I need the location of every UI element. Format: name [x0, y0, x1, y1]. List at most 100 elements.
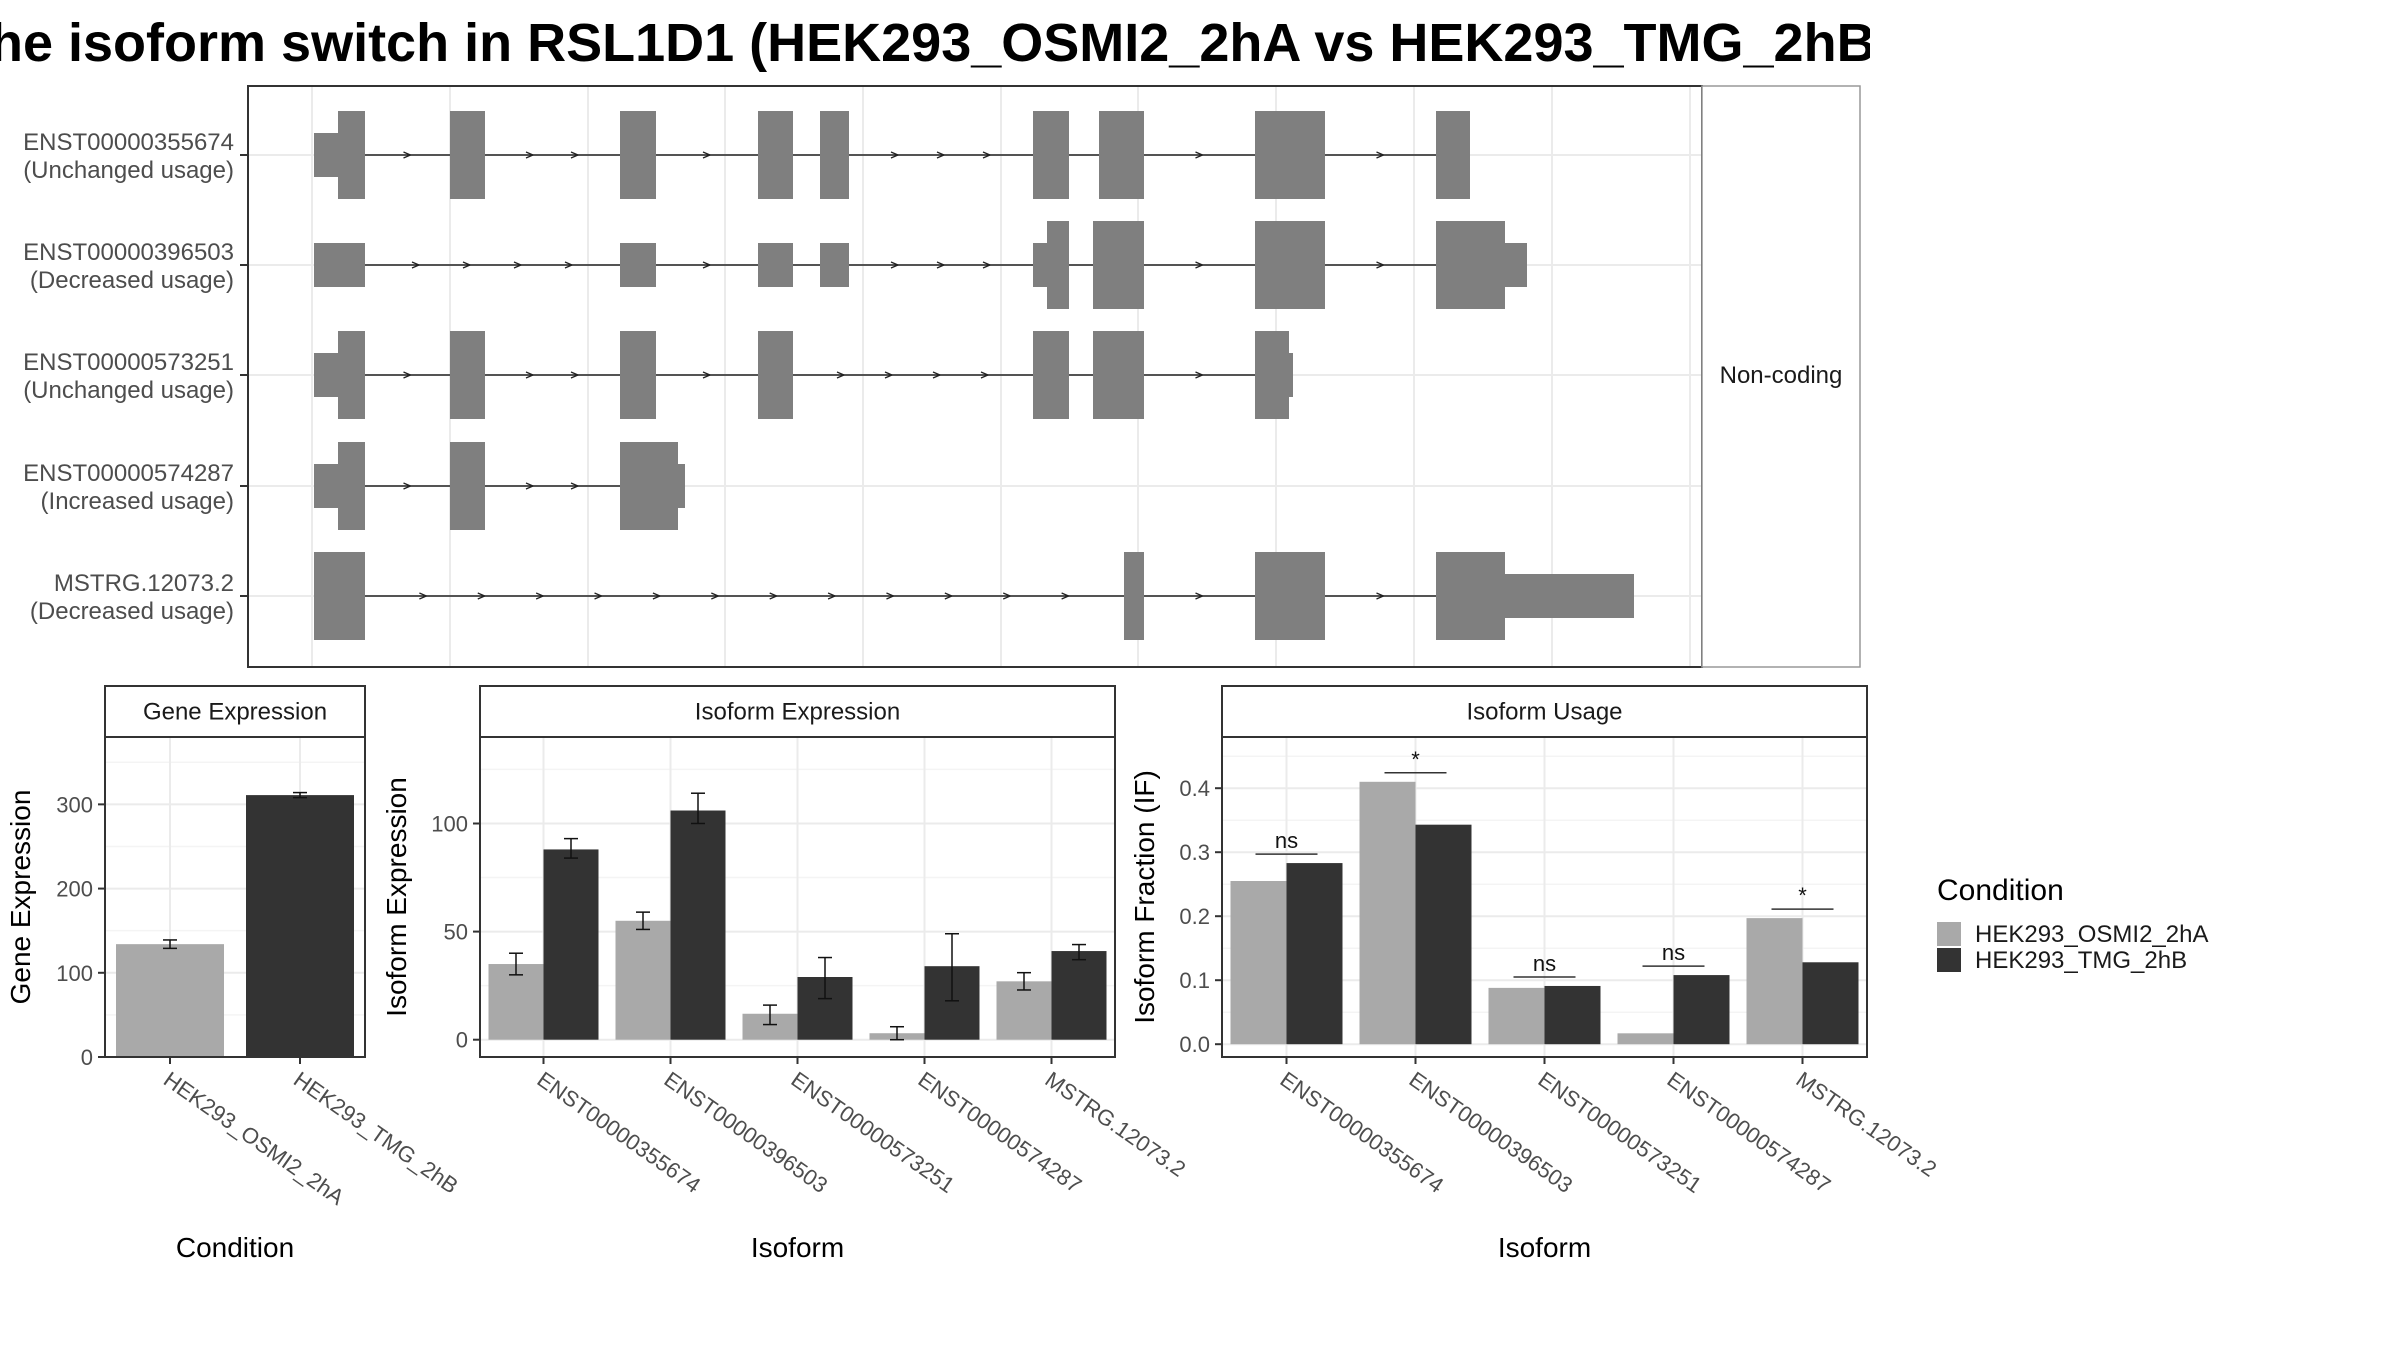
- exon-block: [1099, 111, 1144, 199]
- exon-block: [338, 111, 365, 199]
- intron-arrow: [477, 592, 487, 600]
- exon-block: [1124, 552, 1144, 640]
- panel-title: Gene Expression: [143, 699, 327, 726]
- intron-arrow: [936, 261, 946, 269]
- exon-block: [450, 442, 485, 530]
- intron-arrow: [1195, 592, 1205, 600]
- bar: [1488, 987, 1545, 1045]
- bar: [488, 964, 544, 1040]
- bar: [543, 849, 599, 1040]
- exon-block: [620, 442, 678, 530]
- intron-arrow: [702, 371, 712, 379]
- exon-block: [1436, 111, 1470, 199]
- intron-arrow: [936, 151, 946, 159]
- intron-arrow: [884, 371, 894, 379]
- exon-block: [338, 442, 365, 530]
- legend-swatch: [1937, 948, 1961, 972]
- exon-block: [620, 243, 656, 287]
- y-axis-title: Isoform Fraction (IF): [1129, 770, 1160, 1024]
- transcript-usage-label: (Unchanged usage): [23, 377, 234, 404]
- exon-block: [1033, 111, 1069, 199]
- intron-arrow: [1376, 261, 1386, 269]
- exon-block: [314, 243, 365, 287]
- exon-block: [1255, 221, 1325, 309]
- isoform-expression-chart: Isoform Expression050100ENST00000355674E…: [381, 685, 1190, 1263]
- transcript-id-label: ENST00000574287: [23, 460, 234, 487]
- transcript-strip: [1701, 85, 1861, 668]
- x-axis-title: Isoform: [751, 1232, 844, 1263]
- exon-block: [758, 111, 793, 199]
- panel-title: Isoform Usage: [1466, 699, 1622, 726]
- panel-strip: [479, 685, 1116, 738]
- y-axis-title: Isoform Expression: [381, 777, 412, 1017]
- transcript-usage-label: (Decreased usage): [30, 267, 234, 294]
- intron-arrow: [525, 151, 535, 159]
- y-tick-label: 0.3: [1179, 840, 1210, 865]
- intron-arrow: [403, 371, 413, 379]
- intron-arrow: [525, 482, 535, 490]
- bar: [1802, 962, 1859, 1045]
- exon-block: [1436, 221, 1505, 309]
- isoform-usage-chart: Isoform Usage0.00.10.20.30.4nsENST000003…: [1129, 685, 1941, 1263]
- exon-block: [1093, 331, 1144, 419]
- exon-block: [620, 111, 656, 199]
- y-tick-label: 0: [456, 1028, 468, 1053]
- intron-arrow: [652, 592, 662, 600]
- y-tick-label: 300: [56, 792, 93, 817]
- y-tick-label: 50: [444, 920, 468, 945]
- legend-title: Condition: [1937, 874, 2064, 907]
- intron-arrow: [564, 261, 574, 269]
- intron-arrow: [702, 151, 712, 159]
- x-axis-title: Isoform: [1498, 1232, 1591, 1263]
- intron-arrow: [769, 592, 779, 600]
- exon-block: [450, 111, 485, 199]
- transcript-id-label: ENST00000573251: [23, 349, 234, 376]
- intron-arrow: [944, 592, 954, 600]
- y-tick-label: 0: [81, 1045, 93, 1070]
- exon-block: [1436, 552, 1505, 640]
- exon-block: [314, 133, 340, 177]
- intron-arrow: [535, 592, 545, 600]
- transcript-usage-label: (Decreased usage): [30, 598, 234, 625]
- bar: [1617, 1033, 1674, 1045]
- intron-arrow: [1376, 592, 1386, 600]
- intron-arrow: [1002, 592, 1012, 600]
- y-tick-label: 200: [56, 877, 93, 902]
- panel-strip: [1221, 685, 1868, 738]
- intron-arrow: [890, 151, 900, 159]
- exon-block: [676, 464, 685, 508]
- bar: [1746, 918, 1803, 1045]
- y-tick-label: 0.1: [1179, 968, 1210, 993]
- intron-arrow: [594, 592, 604, 600]
- exon-block: [1033, 331, 1069, 419]
- bar: [1230, 881, 1287, 1045]
- y-tick-label: 100: [56, 961, 93, 986]
- intron-arrow: [570, 151, 580, 159]
- exon-block: [1093, 221, 1144, 309]
- y-tick-label: 0.4: [1179, 776, 1210, 801]
- intron-arrow: [403, 482, 413, 490]
- y-tick-label: 100: [431, 811, 468, 836]
- exon-block: [1503, 574, 1634, 618]
- exon-block: [620, 331, 656, 419]
- intron-arrow: [403, 151, 413, 159]
- intron-arrow: [982, 151, 992, 159]
- intron-arrow: [525, 371, 535, 379]
- gene-expression-chart: Gene Expression0100200300HEK293_OSMI2_2h…: [5, 685, 463, 1263]
- bar: [1359, 781, 1416, 1045]
- intron-arrow: [932, 371, 942, 379]
- transcript-id-label: MSTRG.12073.2: [54, 570, 234, 597]
- intron-arrow: [827, 592, 837, 600]
- transcript-id-label: ENST00000355674: [23, 129, 234, 156]
- significance-label: *: [1798, 883, 1807, 908]
- intron-arrow: [1195, 371, 1205, 379]
- panel-strip: [104, 685, 366, 738]
- exon-block: [1255, 111, 1325, 199]
- bar: [1415, 824, 1472, 1045]
- exon-block: [314, 552, 365, 640]
- intron-arrow: [890, 261, 900, 269]
- exon-block: [820, 243, 849, 287]
- exon-block: [314, 353, 340, 397]
